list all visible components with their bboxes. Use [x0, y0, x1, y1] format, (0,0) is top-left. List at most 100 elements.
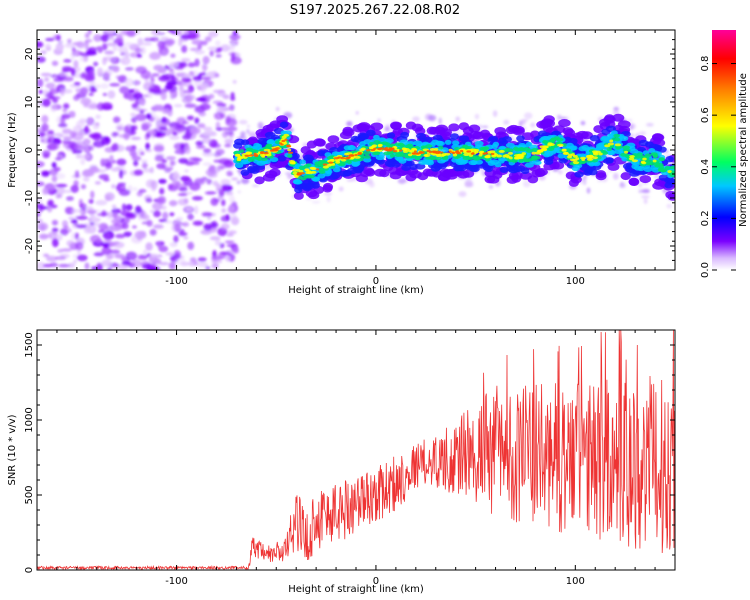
- ridge-blob: [568, 178, 579, 187]
- noise-blob: [194, 58, 200, 67]
- colorbar-gradient: [712, 30, 736, 270]
- halo-blob: [557, 114, 561, 121]
- noise-blob: [225, 118, 238, 127]
- noise-blob: [180, 142, 185, 152]
- halo-blob: [263, 165, 270, 172]
- noise-blob: [145, 142, 150, 151]
- ridge-blob: [260, 157, 268, 161]
- noise-blob: [184, 145, 191, 155]
- halo-blob: [524, 112, 533, 120]
- noise-blob: [147, 90, 153, 99]
- noise-blob: [224, 138, 234, 145]
- noise-blob: [102, 92, 108, 97]
- noise-blob: [231, 177, 239, 181]
- ridge-blob: [664, 182, 673, 189]
- halo-blob: [582, 179, 587, 186]
- ridge-blob: [422, 168, 434, 177]
- ridge-blob: [254, 176, 265, 185]
- ridge-blob: [244, 154, 250, 157]
- ridge-blob: [613, 133, 620, 138]
- ridge-blob: [429, 148, 435, 151]
- noise-blob: [84, 32, 90, 39]
- noise-blob: [187, 30, 199, 35]
- noise-blob: [160, 92, 167, 101]
- noise-blob: [71, 149, 83, 154]
- noise-blob: [215, 239, 221, 246]
- halo-blob: [474, 113, 480, 120]
- noise-blob: [209, 50, 214, 57]
- snr-y-ticks: 0 500 1000 1500: [24, 329, 675, 573]
- ridge-blob: [292, 168, 298, 172]
- noise-blob: [100, 34, 110, 42]
- noise-blob: [154, 104, 165, 112]
- noise-blob: [37, 181, 45, 187]
- snr-y-tick-label: 500: [24, 485, 35, 504]
- noise-blob: [161, 49, 168, 55]
- noise-blob: [80, 73, 87, 79]
- noise-blob: [110, 227, 121, 232]
- noise-blob: [153, 145, 165, 153]
- noise-blob: [57, 40, 64, 44]
- ridge-blob: [305, 168, 309, 172]
- ridge-blob: [269, 168, 281, 177]
- noise-blob: [63, 59, 72, 63]
- noise-blob: [205, 168, 217, 177]
- ridge-blob: [454, 147, 460, 151]
- ridge-blob: [287, 148, 292, 152]
- halo-blob: [326, 195, 331, 203]
- noise-blob: [161, 73, 173, 79]
- noise-blob: [114, 253, 126, 259]
- ridge-blob: [459, 153, 465, 157]
- ridge-blob: [384, 147, 389, 150]
- noise-blob: [189, 182, 201, 191]
- noise-blob: [61, 248, 72, 252]
- noise-blob: [83, 176, 90, 182]
- noise-blob: [42, 153, 50, 159]
- ridge-blob: [657, 146, 667, 153]
- noise-blob: [205, 191, 218, 195]
- noise-blob: [131, 116, 137, 124]
- noise-blob: [96, 141, 102, 148]
- noise-blob: [176, 216, 184, 221]
- ridge-blob: [424, 154, 431, 157]
- noise-blob: [181, 127, 186, 135]
- noise-blob: [88, 92, 94, 96]
- ridge-blob: [670, 165, 675, 170]
- noise-blob: [117, 182, 127, 186]
- spectrogram-y-tick-label: -10: [24, 190, 35, 206]
- noise-blob: [88, 198, 94, 204]
- noise-blob: [40, 72, 52, 77]
- noise-blob: [155, 131, 166, 138]
- noise-blob: [162, 211, 169, 220]
- ridge-blob: [383, 151, 392, 156]
- noise-blob: [55, 43, 64, 51]
- spectrogram-y-tick-label: 20: [24, 48, 35, 61]
- ridge-blob: [640, 160, 646, 164]
- noise-blob: [142, 263, 152, 270]
- halo-blob: [638, 189, 644, 194]
- noise-blob: [229, 104, 235, 111]
- noise-blob: [142, 42, 152, 46]
- noise-blob: [152, 262, 157, 270]
- noise-blob: [156, 163, 166, 170]
- ridge-blob: [389, 153, 396, 158]
- ridge-blob: [357, 122, 371, 131]
- noise-blob: [66, 240, 75, 247]
- ridge-blob: [518, 158, 524, 163]
- noise-blob: [51, 219, 59, 226]
- noise-blob: [169, 212, 175, 217]
- noise-blob: [130, 112, 137, 117]
- halo-blob: [638, 183, 643, 188]
- noise-blob: [214, 40, 221, 47]
- ridge-blob: [591, 156, 598, 160]
- ridge-blob: [339, 131, 353, 140]
- noise-blob: [37, 198, 43, 203]
- ridge-blob: [384, 142, 391, 147]
- noise-blob: [201, 212, 213, 217]
- noise-blob: [179, 187, 188, 192]
- noise-blob: [80, 97, 92, 106]
- noise-blob: [85, 47, 92, 52]
- ridge-blob: [422, 159, 432, 165]
- noise-blob: [43, 263, 53, 268]
- ridge-blob: [593, 125, 604, 134]
